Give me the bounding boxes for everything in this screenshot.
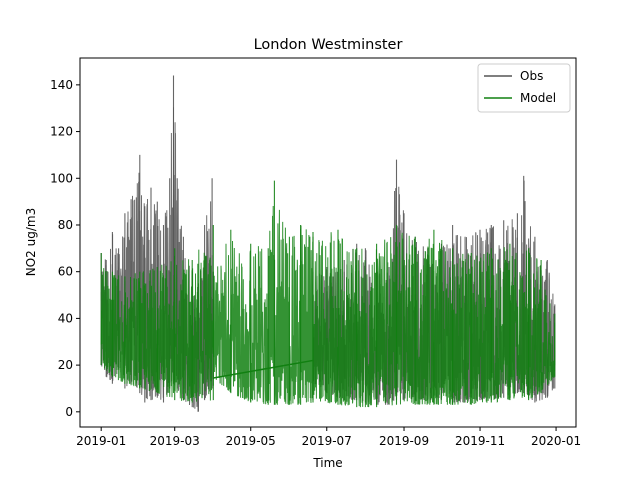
y-tick-label: 20 bbox=[58, 358, 73, 372]
y-tick-label: 40 bbox=[58, 311, 73, 325]
chart-title: London Westminster bbox=[254, 37, 403, 53]
x-tick-label: 2019-05 bbox=[226, 434, 276, 448]
y-tick-label: 60 bbox=[58, 265, 73, 279]
y-tick-label: 100 bbox=[50, 171, 73, 185]
x-tick-label: 2019-03 bbox=[150, 434, 200, 448]
legend-label-model: Model bbox=[520, 91, 556, 105]
series-model bbox=[100, 180, 556, 408]
legend-label-obs: Obs bbox=[520, 69, 543, 83]
x-tick-label: 2019-07 bbox=[302, 434, 352, 448]
y-tick-label: 140 bbox=[50, 78, 73, 92]
series-model-gap-connector bbox=[213, 359, 314, 379]
y-tick-label: 0 bbox=[65, 405, 73, 419]
x-tick-label: 2020-01 bbox=[531, 434, 581, 448]
y-tick-label: 120 bbox=[50, 125, 73, 139]
y-tick-label: 80 bbox=[58, 218, 73, 232]
y-axis-label: NO2 ug/m3 bbox=[24, 208, 38, 276]
axes-frame bbox=[79, 57, 577, 428]
series-model-segment-1 bbox=[212, 205, 314, 405]
x-tick-label: 2019-01 bbox=[76, 434, 126, 448]
x-tick-label: 2019-09 bbox=[379, 434, 429, 448]
plot-layer bbox=[100, 75, 556, 413]
ticks-layer: 0 20 40 60 80 100 120 140 2019-01 2019-03 2019-05 2… bbox=[50, 78, 581, 448]
legend: Obs Model bbox=[477, 63, 571, 113]
x-axis-label: Time bbox=[312, 456, 342, 470]
x-tick-label: 2019-11 bbox=[455, 434, 505, 448]
